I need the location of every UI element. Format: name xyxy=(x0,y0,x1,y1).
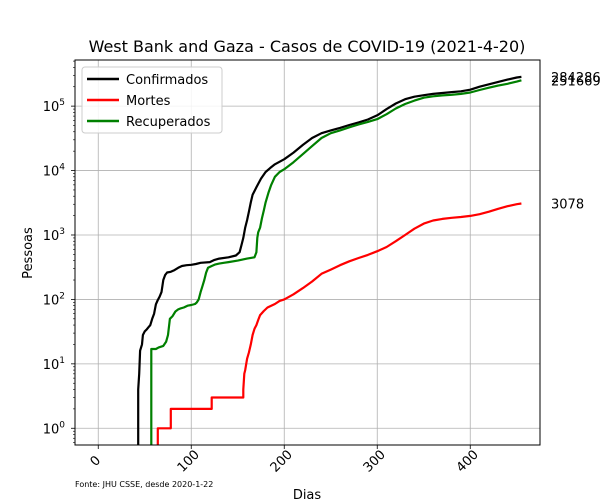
chart-title: West Bank and Gaza - Casos de COVID-19 (… xyxy=(89,37,526,56)
y-tick-label: 100 xyxy=(43,420,66,437)
legend-label-3: Recuperados xyxy=(126,115,211,130)
series-line-2 xyxy=(156,202,522,445)
end-label-3: 251669 xyxy=(551,74,600,89)
y-tick-label: 105 xyxy=(43,98,65,115)
legend: Confirmados Mortes Recuperados xyxy=(81,66,223,134)
grid xyxy=(75,60,540,445)
y-tick-label: 103 xyxy=(43,227,65,244)
plot-frame xyxy=(74,59,541,446)
end-labels: 284286 3078 251669 xyxy=(551,71,600,213)
legend-label-2: Mortes xyxy=(126,94,171,109)
series-lines xyxy=(137,75,522,445)
y-tick-label: 102 xyxy=(43,291,65,308)
y-tick-label: 101 xyxy=(43,356,65,373)
y-axis-ticks: 100 101 102 103 104 105 xyxy=(43,60,75,443)
y-axis-label: Pessoas xyxy=(21,227,36,279)
legend-frame xyxy=(81,66,223,134)
y-tick-label: 104 xyxy=(43,163,66,180)
legend-label-1: Confirmados xyxy=(126,73,208,88)
series-line-1 xyxy=(137,75,522,445)
end-label-2: 3078 xyxy=(551,198,584,213)
series-line-3 xyxy=(150,79,522,445)
source-note: Fonte: JHU CSSE, desde 2020-1-22 xyxy=(75,480,213,489)
end-label-1: 284286 xyxy=(551,71,600,86)
x-axis-label: Dias xyxy=(293,488,322,500)
